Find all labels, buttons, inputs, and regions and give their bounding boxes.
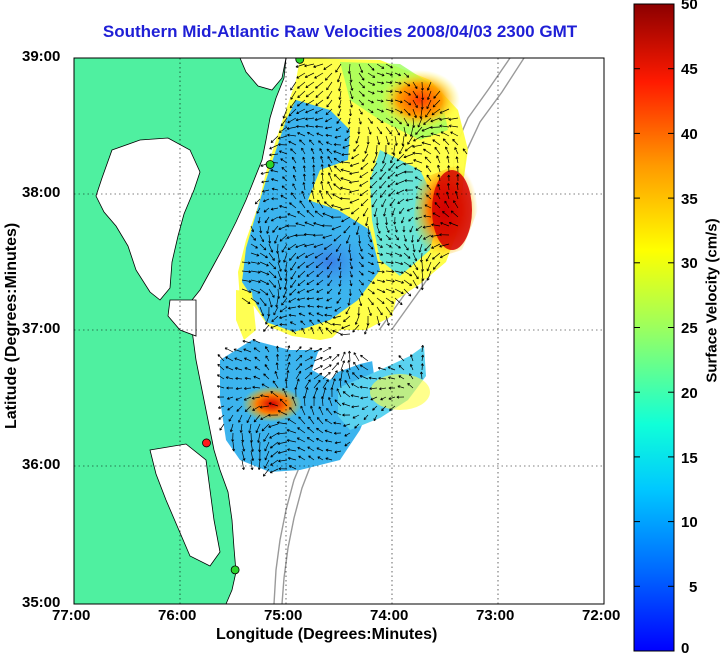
cb-tick-20: 20	[681, 385, 698, 402]
y-tick-2: 37:00	[22, 320, 61, 337]
x-axis-label: Longitude (Degrees:Minutes)	[216, 626, 438, 643]
x-tick-0: 77:00	[52, 607, 91, 624]
cb-tick-15: 15	[681, 450, 698, 467]
cb-tick-30: 30	[681, 255, 698, 272]
x-tick-1: 76:00	[158, 607, 197, 624]
bay-inlet	[167, 299, 197, 337]
north-station	[295, 58, 305, 64]
colorbar-label: Surface Velocity (cm/s)	[703, 218, 721, 383]
cb-tick-0: 0	[681, 640, 690, 657]
y-tick-4: 35:00	[22, 594, 61, 611]
delaware-bay	[239, 58, 287, 91]
colorbar-ticks	[634, 68, 674, 587]
grid-lines	[74, 58, 604, 604]
y-axis-label: Latitude (Degrees:Minutes)	[3, 222, 20, 429]
y-tick-0: 39:00	[22, 48, 61, 65]
cb-tick-45: 45	[681, 61, 698, 78]
carolina-station	[230, 565, 240, 575]
chesapeake-bay	[95, 137, 201, 301]
cb-tick-40: 40	[681, 126, 698, 143]
cb-tick-50: 50	[681, 0, 698, 13]
colorbar	[633, 3, 675, 652]
cb-tick-10: 10	[681, 514, 698, 531]
vector-arrows	[216, 63, 468, 477]
x-tick-3: 74:00	[370, 607, 409, 624]
x-tick-5: 72:00	[582, 607, 621, 624]
pamlico-sound	[149, 443, 221, 567]
plot-frame	[73, 57, 605, 605]
y-tick-1: 38:00	[22, 184, 61, 201]
y-tick-3: 36:00	[22, 456, 61, 473]
delaware-station	[265, 160, 275, 169]
x-tick-4: 73:00	[476, 607, 515, 624]
virginia-station	[202, 438, 211, 448]
x-tick-2: 75:00	[264, 607, 303, 624]
map-title: Southern Mid-Atlantic Raw Velocities 200…	[102, 22, 578, 41]
cb-tick-5: 5	[689, 579, 698, 596]
velocity-vectors	[216, 63, 468, 477]
cb-tick-25: 25	[681, 320, 698, 337]
cb-tick-35: 35	[681, 191, 698, 208]
radar-stations	[202, 58, 305, 575]
